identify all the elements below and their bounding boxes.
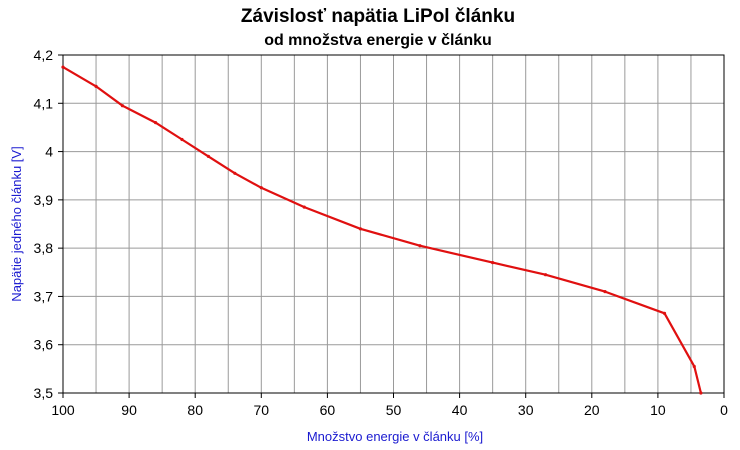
x-tick-label: 100 <box>51 402 75 418</box>
x-tick-label: 10 <box>650 402 666 418</box>
data-point <box>61 65 65 69</box>
x-tick-label: 90 <box>121 402 137 418</box>
data-point <box>603 290 607 294</box>
data-point <box>120 104 125 108</box>
y-tick-label: 3,6 <box>34 337 54 353</box>
data-point <box>699 391 703 395</box>
x-axis-label: Množstvo energie v článku [%] <box>307 429 483 444</box>
data-point <box>153 121 158 125</box>
y-tick-label: 3,7 <box>34 288 54 304</box>
data-point <box>418 244 422 248</box>
y-axis-label: Napätie jedného článku [V] <box>9 146 24 301</box>
y-tick-label: 3,8 <box>34 240 54 256</box>
grid <box>63 55 724 393</box>
data-point <box>543 273 548 277</box>
voltage-line <box>62 66 702 394</box>
y-axis-ticks: 3,5 3,6 3,7 3,8 3,9 4 4,1 4,2 <box>34 47 63 401</box>
x-tick-label: 40 <box>452 402 468 418</box>
y-tick-label: 4 <box>45 144 53 160</box>
x-tick-label: 60 <box>320 402 336 418</box>
x-tick-label: 0 <box>720 402 728 418</box>
data-point <box>662 311 667 315</box>
y-tick-label: 4,1 <box>34 95 54 111</box>
plot-frame <box>62 54 725 394</box>
data-point <box>692 364 696 369</box>
data-point <box>180 137 184 142</box>
x-tick-label: 70 <box>254 402 270 418</box>
data-point <box>94 84 98 88</box>
data-point <box>259 186 263 190</box>
data-point <box>491 261 495 265</box>
x-axis-ticks: 100 90 80 70 60 50 40 30 20 10 0 <box>51 393 728 418</box>
chart-title: Závislosť napätia LiPol článku <box>241 6 515 27</box>
y-tick-label: 3,9 <box>34 192 54 208</box>
data-point <box>302 205 306 209</box>
data-point <box>233 171 237 175</box>
series-layer <box>61 65 703 395</box>
y-tick-label: 4,2 <box>34 47 54 63</box>
data-point <box>358 227 363 231</box>
x-tick-label: 30 <box>518 402 534 418</box>
x-tick-label: 50 <box>386 402 402 418</box>
chart-subtitle: od množstva energie v článku <box>264 32 492 49</box>
x-tick-label: 80 <box>187 402 203 418</box>
y-tick-label: 3,5 <box>34 385 54 401</box>
data-point <box>206 154 211 158</box>
x-tick-label: 20 <box>584 402 600 418</box>
